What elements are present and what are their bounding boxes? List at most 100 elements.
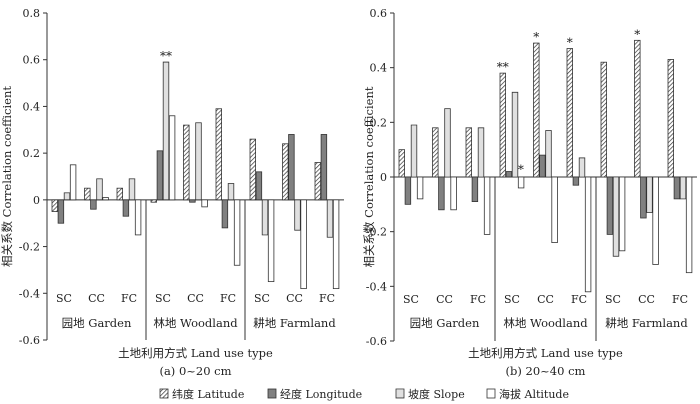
bar-slope-a bbox=[261, 199, 269, 236]
y-tick-label: 0.8 bbox=[23, 7, 41, 20]
bar-slope-a bbox=[63, 192, 71, 201]
bar-latitude-a bbox=[51, 199, 58, 212]
category-label: SC bbox=[403, 293, 419, 306]
category-label: SC bbox=[504, 293, 520, 306]
bar-latitude-a bbox=[249, 138, 256, 201]
bar-latitude-b bbox=[533, 42, 540, 178]
bar-altitude-b bbox=[652, 176, 659, 265]
bar-latitude-b bbox=[634, 39, 641, 178]
bar-altitude-b bbox=[618, 176, 626, 252]
bar-slope-a bbox=[227, 183, 235, 201]
bar-slope-a bbox=[96, 178, 103, 201]
category-label: SC bbox=[254, 292, 270, 305]
bar-altitude-b bbox=[450, 176, 457, 211]
bar-longitude-b bbox=[505, 171, 513, 178]
bar-slope-b bbox=[511, 91, 519, 178]
bar-altitude-a bbox=[102, 197, 109, 201]
chart-title: (a) 0~20 cm bbox=[159, 364, 231, 378]
significance-annotation: ** bbox=[160, 49, 172, 63]
bar-slope-a bbox=[162, 61, 170, 201]
bar-longitude-b bbox=[471, 176, 479, 203]
chart-panel-a: -0.6 -0.4 -0.2 0 0.2 0.4 0.6 0.8 相关系数 Correlatio… bbox=[0, 7, 344, 378]
chart-title: (b) 20~40 cm bbox=[506, 364, 586, 378]
bar-slope-b bbox=[477, 127, 485, 178]
bar-latitude-a bbox=[84, 187, 91, 201]
bar-altitude-a bbox=[332, 199, 340, 290]
bar-altitude-b bbox=[685, 176, 693, 274]
bar-latitude-a bbox=[282, 143, 289, 201]
bar-latitude-b bbox=[465, 127, 472, 178]
bar-longitude-b bbox=[404, 176, 412, 205]
category-label: FC bbox=[220, 292, 236, 305]
category-label: FC bbox=[470, 293, 486, 306]
category-label: CC bbox=[638, 293, 655, 306]
bar-latitude-a bbox=[314, 162, 321, 201]
y-tick-label: 0.6 bbox=[23, 54, 41, 67]
bar-slope-a bbox=[326, 199, 334, 238]
legend: 纬度 Latitude 经度 Longitude 坡度 Slope 海拔 Altitu… bbox=[159, 387, 569, 401]
bar-longitude-a bbox=[288, 134, 295, 201]
legend-swatch-longitude bbox=[267, 388, 277, 399]
bar-longitude-a bbox=[122, 199, 130, 217]
legend-label-longitude: 经度 Longitude bbox=[280, 387, 362, 401]
bar-longitude-a bbox=[221, 199, 229, 229]
y-tick-label: 0.4 bbox=[23, 100, 41, 113]
bar-slope-b bbox=[646, 176, 653, 213]
category-label: SC bbox=[56, 292, 72, 305]
y-tick-label: -0.2 bbox=[366, 226, 387, 239]
bar-longitude-a bbox=[90, 199, 97, 210]
bar-altitude-a bbox=[267, 199, 275, 283]
category-label: FC bbox=[571, 293, 587, 306]
bar-latitude-b bbox=[398, 149, 405, 178]
bar-latitude-a bbox=[215, 108, 222, 201]
bar-altitude-a bbox=[233, 199, 241, 266]
category-label: FC bbox=[672, 293, 688, 306]
bar-longitude-a bbox=[320, 134, 328, 201]
bar-slope-a bbox=[195, 122, 202, 201]
y-tick-label: 0.2 bbox=[23, 147, 41, 160]
legend-label-latitude: 纬度 Latitude bbox=[172, 387, 244, 401]
y-tick-label: -0.6 bbox=[366, 335, 387, 348]
bar-longitude-a bbox=[189, 199, 196, 203]
x-axis-label: 土地利用方式 Land use type bbox=[118, 346, 273, 360]
bar-longitude-a bbox=[57, 199, 65, 224]
y-tick-label: 0.2 bbox=[370, 116, 388, 129]
bar-slope-b bbox=[444, 108, 451, 178]
bar-slope-a bbox=[128, 178, 136, 201]
significance-annotation: ** bbox=[497, 60, 509, 74]
bar-longitude-a bbox=[156, 150, 164, 201]
bar-latitude-a bbox=[116, 187, 123, 201]
bar-latitude-a bbox=[150, 199, 157, 203]
y-tick-label: -0.2 bbox=[19, 241, 40, 254]
bar-altitude-b bbox=[517, 176, 525, 189]
y-tick-label: 0.6 bbox=[370, 7, 388, 20]
significance-annotation: * bbox=[567, 36, 573, 50]
bar-altitude-a bbox=[300, 199, 307, 290]
category-label: CC bbox=[88, 292, 105, 305]
group-label: 园地 Garden bbox=[410, 316, 480, 330]
group-label: 耕地 Farmland bbox=[605, 316, 688, 330]
bar-slope-b bbox=[612, 176, 620, 257]
bar-longitude-b bbox=[640, 176, 647, 219]
y-axis-label: 相关系数 Correlation coefficient bbox=[0, 86, 14, 267]
bar-slope-a bbox=[294, 199, 301, 231]
bar-altitude-b bbox=[416, 176, 424, 200]
bar-slope-b bbox=[410, 124, 418, 178]
bar-longitude-a bbox=[255, 171, 263, 201]
y-tick-label: 0.4 bbox=[370, 62, 388, 75]
bar-altitude-a bbox=[134, 199, 142, 236]
bar-latitude-b bbox=[499, 72, 506, 178]
y-tick-label: -0.4 bbox=[366, 280, 387, 293]
bar-altitude-b bbox=[483, 176, 491, 235]
significance-annotation: * bbox=[634, 27, 640, 41]
legend-swatch-latitude bbox=[159, 388, 169, 399]
bar-altitude-a bbox=[69, 164, 77, 201]
group-label: 林地 Woodland bbox=[153, 316, 238, 330]
y-tick-label: -0.6 bbox=[19, 334, 40, 347]
legend-swatch-altitude bbox=[486, 388, 496, 399]
bar-altitude-a bbox=[201, 199, 208, 208]
legend-label-altitude: 海拔 Altitude bbox=[499, 387, 569, 401]
category-label: CC bbox=[286, 292, 303, 305]
bar-longitude-b bbox=[539, 154, 546, 178]
category-label: SC bbox=[605, 293, 621, 306]
